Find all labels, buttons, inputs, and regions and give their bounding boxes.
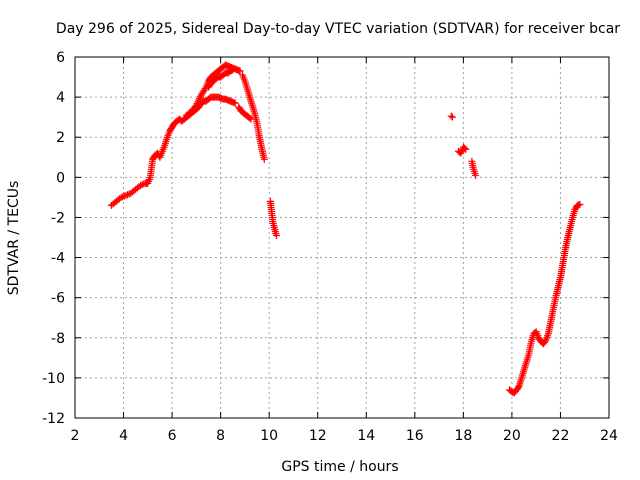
data-point — [120, 192, 128, 200]
data-point — [272, 231, 280, 239]
x-tick-label: 12 — [309, 428, 327, 444]
grid — [75, 57, 609, 418]
y-tick-label: -10 — [42, 371, 65, 387]
data-point — [194, 98, 202, 106]
data-point — [461, 144, 469, 152]
data-point — [196, 94, 204, 102]
y-tick-label: 6 — [56, 50, 65, 66]
x-tick-label: 14 — [357, 428, 375, 444]
data-point — [124, 191, 132, 199]
data-point — [193, 99, 201, 107]
x-tick-label: 24 — [600, 428, 618, 444]
data-point — [201, 85, 209, 93]
x-tick-label: 10 — [260, 428, 278, 444]
data-point — [576, 200, 584, 208]
data-point — [122, 191, 130, 199]
data-point — [514, 383, 522, 391]
x-tick-label: 8 — [216, 428, 225, 444]
data-point — [138, 181, 146, 189]
y-tick-label: -8 — [51, 331, 65, 347]
x-tick-label: 4 — [119, 428, 128, 444]
data-point — [236, 67, 244, 75]
y-tick-label: 4 — [56, 90, 65, 106]
data-point — [229, 66, 237, 74]
data-point — [231, 99, 239, 107]
data-point — [117, 193, 125, 201]
x-tick-label: 20 — [503, 428, 521, 444]
y-tick-label: -2 — [51, 210, 65, 226]
x-tick-label: 16 — [406, 428, 424, 444]
data-point — [119, 193, 127, 201]
y-tick-label: -6 — [51, 291, 65, 307]
data-point — [246, 114, 254, 122]
x-tick-label: 18 — [454, 428, 472, 444]
chart-title: Day 296 of 2025, Sidereal Day-to-day VTE… — [56, 21, 620, 37]
x-tick-label: 6 — [168, 428, 177, 444]
data-marks — [107, 61, 584, 397]
data-point — [192, 101, 200, 109]
x-axis-label: GPS time / hours — [281, 459, 398, 475]
x-tick-label: 22 — [552, 428, 570, 444]
data-point — [260, 155, 268, 163]
data-point — [541, 337, 549, 345]
y-axis-label: SDTVAR / TECUs — [6, 181, 22, 296]
plot-frame — [74, 56, 610, 419]
y-tick-label: -4 — [51, 251, 65, 267]
data-point — [448, 113, 456, 121]
data-point — [195, 96, 203, 104]
data-point — [462, 145, 470, 153]
data-point — [472, 171, 479, 179]
data-point — [137, 181, 145, 189]
x-tick-label: 2 — [71, 428, 80, 444]
data-point — [447, 112, 455, 120]
y-tick-label: -12 — [42, 411, 65, 427]
y-tick-label: 0 — [56, 170, 65, 186]
y-tick-label: 2 — [56, 130, 65, 146]
